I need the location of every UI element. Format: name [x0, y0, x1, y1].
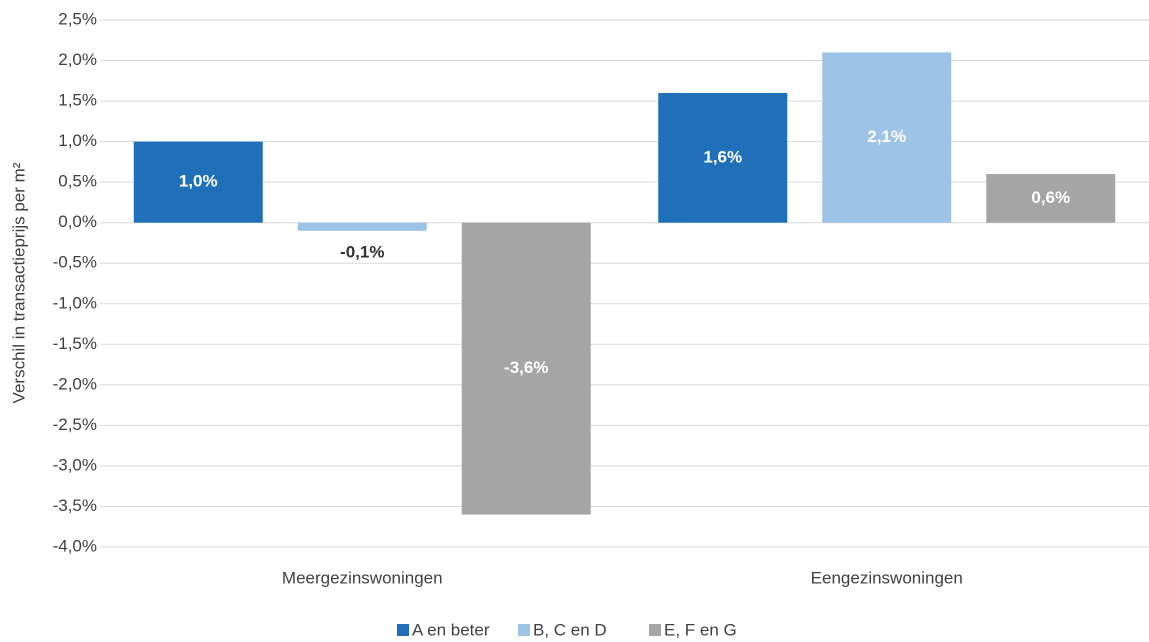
- data-label: 2,1%: [867, 127, 906, 146]
- legend-label: B, C en D: [533, 620, 607, 639]
- y-tick-label: -2,0%: [53, 374, 97, 393]
- y-axis-label: Verschil in transactieprijs per m²: [9, 162, 28, 403]
- legend-swatch: [649, 624, 661, 636]
- x-tick-label: Eengezinswoningen: [811, 568, 963, 587]
- y-tick-label: -0,5%: [53, 253, 97, 272]
- legend-swatch: [397, 624, 409, 636]
- y-tick-label: -4,0%: [53, 536, 97, 555]
- x-tick-label: Meergezinswoningen: [282, 568, 443, 587]
- y-tick-label: 2,5%: [58, 9, 97, 28]
- y-tick-label: 0,0%: [58, 212, 97, 231]
- y-tick-label: -1,0%: [53, 293, 97, 312]
- data-label: 0,6%: [1031, 188, 1070, 207]
- data-label: -3,6%: [504, 358, 548, 377]
- legend-label: E, F en G: [664, 620, 737, 639]
- bar: [297, 222, 427, 231]
- y-tick-label: 0,5%: [58, 172, 97, 191]
- bar: [461, 222, 591, 515]
- y-tick-label: 2,0%: [58, 50, 97, 69]
- y-tick-label: -2,5%: [53, 415, 97, 434]
- legend-swatch: [518, 624, 530, 636]
- data-label: 1,0%: [179, 172, 218, 191]
- bar: [822, 52, 952, 223]
- data-label: -0,1%: [340, 242, 384, 261]
- bar: [658, 92, 788, 223]
- y-tick-label: 1,0%: [58, 131, 97, 150]
- y-tick-label: -1,5%: [53, 334, 97, 353]
- bar: [133, 141, 263, 223]
- legend-label: A en beter: [412, 620, 490, 639]
- y-tick-label: 1,5%: [58, 91, 97, 110]
- bar: [986, 174, 1116, 223]
- y-tick-label: -3,0%: [53, 455, 97, 474]
- y-tick-label: -3,5%: [53, 496, 97, 515]
- data-label: 1,6%: [703, 147, 742, 166]
